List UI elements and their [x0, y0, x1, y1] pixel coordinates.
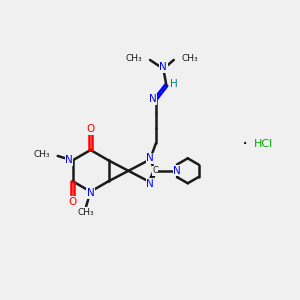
- Text: ·: ·: [242, 135, 248, 154]
- Text: O: O: [86, 124, 95, 134]
- Text: H: H: [170, 79, 178, 89]
- Text: N: N: [146, 153, 154, 163]
- Text: HCl: HCl: [254, 139, 273, 149]
- Text: CH₃: CH₃: [181, 54, 198, 63]
- Text: CH₃: CH₃: [126, 54, 142, 63]
- Text: N: N: [173, 166, 181, 176]
- Text: O: O: [68, 197, 77, 207]
- Text: N: N: [87, 188, 94, 198]
- Text: N: N: [148, 94, 156, 104]
- Text: N: N: [65, 155, 73, 165]
- Text: CH₃: CH₃: [34, 150, 50, 159]
- Text: N: N: [146, 178, 154, 189]
- Text: C: C: [152, 166, 158, 175]
- Text: N: N: [160, 62, 167, 72]
- Text: CH₃: CH₃: [78, 208, 94, 217]
